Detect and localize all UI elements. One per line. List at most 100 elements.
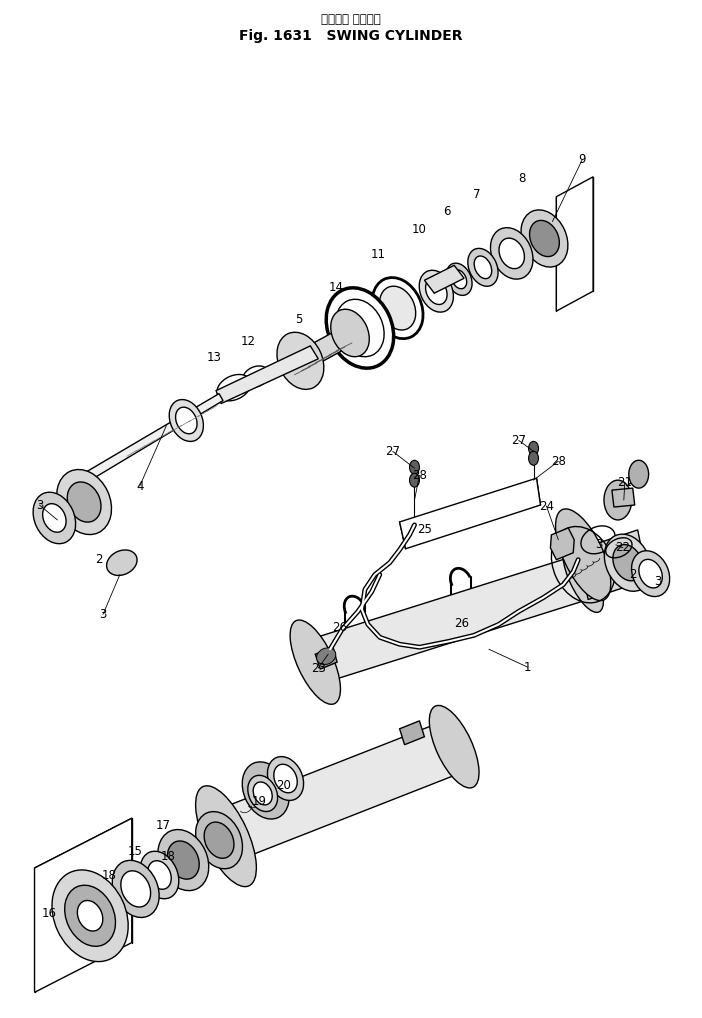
Ellipse shape: [326, 288, 394, 369]
Ellipse shape: [521, 210, 568, 267]
Text: 4: 4: [136, 479, 143, 493]
Ellipse shape: [217, 375, 251, 401]
Ellipse shape: [253, 782, 272, 805]
Text: 28: 28: [551, 455, 566, 467]
Ellipse shape: [529, 442, 538, 455]
Polygon shape: [315, 647, 337, 669]
Ellipse shape: [380, 286, 416, 330]
Ellipse shape: [242, 365, 269, 388]
Text: 2: 2: [629, 568, 637, 581]
Text: 9: 9: [578, 154, 586, 166]
Text: 3: 3: [36, 499, 43, 511]
Ellipse shape: [409, 473, 420, 488]
Ellipse shape: [491, 228, 533, 279]
Polygon shape: [34, 818, 132, 993]
Ellipse shape: [248, 776, 277, 811]
Polygon shape: [578, 530, 648, 600]
Ellipse shape: [336, 299, 384, 356]
Ellipse shape: [43, 504, 66, 532]
Ellipse shape: [604, 534, 651, 591]
Text: 10: 10: [412, 223, 427, 236]
Ellipse shape: [204, 823, 234, 858]
Text: 11: 11: [370, 248, 385, 261]
Ellipse shape: [639, 559, 662, 588]
Ellipse shape: [409, 460, 420, 474]
Text: 28: 28: [412, 468, 427, 482]
Text: 16: 16: [42, 907, 57, 920]
Ellipse shape: [169, 399, 204, 442]
Polygon shape: [296, 323, 360, 371]
Text: 2: 2: [95, 553, 102, 566]
Text: 7: 7: [473, 188, 481, 202]
Text: 5: 5: [295, 313, 302, 326]
Text: 18: 18: [161, 850, 176, 862]
Polygon shape: [399, 721, 425, 745]
Text: 13: 13: [206, 351, 222, 364]
Ellipse shape: [613, 545, 643, 581]
Text: スイング シリンダ: スイング シリンダ: [321, 12, 381, 25]
Polygon shape: [425, 266, 464, 293]
Polygon shape: [612, 488, 635, 507]
Polygon shape: [310, 555, 588, 684]
Polygon shape: [399, 478, 541, 549]
Ellipse shape: [33, 493, 76, 544]
Ellipse shape: [290, 620, 340, 704]
Ellipse shape: [158, 830, 208, 891]
Text: 15: 15: [127, 845, 143, 857]
Text: 3: 3: [595, 539, 603, 552]
Polygon shape: [550, 528, 574, 560]
Text: 19: 19: [251, 795, 266, 808]
Ellipse shape: [604, 480, 632, 520]
Ellipse shape: [242, 761, 289, 819]
Ellipse shape: [529, 451, 538, 465]
Ellipse shape: [563, 543, 604, 613]
Text: 24: 24: [539, 500, 554, 512]
Text: 6: 6: [444, 206, 451, 218]
Ellipse shape: [148, 860, 171, 890]
Text: 25: 25: [417, 523, 432, 536]
Text: 3: 3: [99, 608, 107, 621]
Ellipse shape: [196, 786, 256, 887]
Ellipse shape: [77, 901, 102, 931]
Text: 18: 18: [102, 869, 117, 883]
Text: 17: 17: [156, 818, 171, 832]
Text: 14: 14: [329, 281, 343, 294]
Polygon shape: [216, 346, 318, 403]
Ellipse shape: [468, 248, 498, 286]
Polygon shape: [72, 394, 223, 488]
Ellipse shape: [629, 460, 649, 488]
Text: 26: 26: [455, 617, 470, 630]
Ellipse shape: [121, 870, 151, 907]
Ellipse shape: [140, 851, 179, 899]
Ellipse shape: [555, 509, 611, 601]
Ellipse shape: [67, 482, 101, 522]
Ellipse shape: [419, 270, 453, 313]
Ellipse shape: [430, 705, 479, 788]
Ellipse shape: [65, 886, 116, 947]
Polygon shape: [221, 719, 459, 863]
Ellipse shape: [474, 256, 491, 279]
Text: 8: 8: [518, 172, 525, 185]
Ellipse shape: [446, 263, 472, 295]
Ellipse shape: [168, 841, 199, 880]
Polygon shape: [557, 177, 593, 312]
Ellipse shape: [331, 309, 369, 356]
Ellipse shape: [632, 551, 670, 597]
Text: 27: 27: [385, 445, 400, 458]
Ellipse shape: [57, 469, 112, 534]
Ellipse shape: [274, 765, 297, 793]
Ellipse shape: [317, 647, 336, 665]
Ellipse shape: [425, 278, 447, 304]
Text: 1: 1: [524, 661, 531, 674]
Text: 21: 21: [617, 475, 633, 489]
Text: 27: 27: [511, 434, 526, 447]
Text: 12: 12: [240, 335, 256, 348]
Ellipse shape: [107, 550, 137, 575]
Ellipse shape: [529, 220, 559, 257]
Text: 3: 3: [654, 575, 661, 588]
Ellipse shape: [451, 270, 467, 289]
Ellipse shape: [277, 332, 324, 390]
Text: Fig. 1631   SWING CYLINDER: Fig. 1631 SWING CYLINDER: [239, 29, 463, 43]
Ellipse shape: [267, 756, 303, 800]
Text: 23: 23: [311, 662, 326, 675]
